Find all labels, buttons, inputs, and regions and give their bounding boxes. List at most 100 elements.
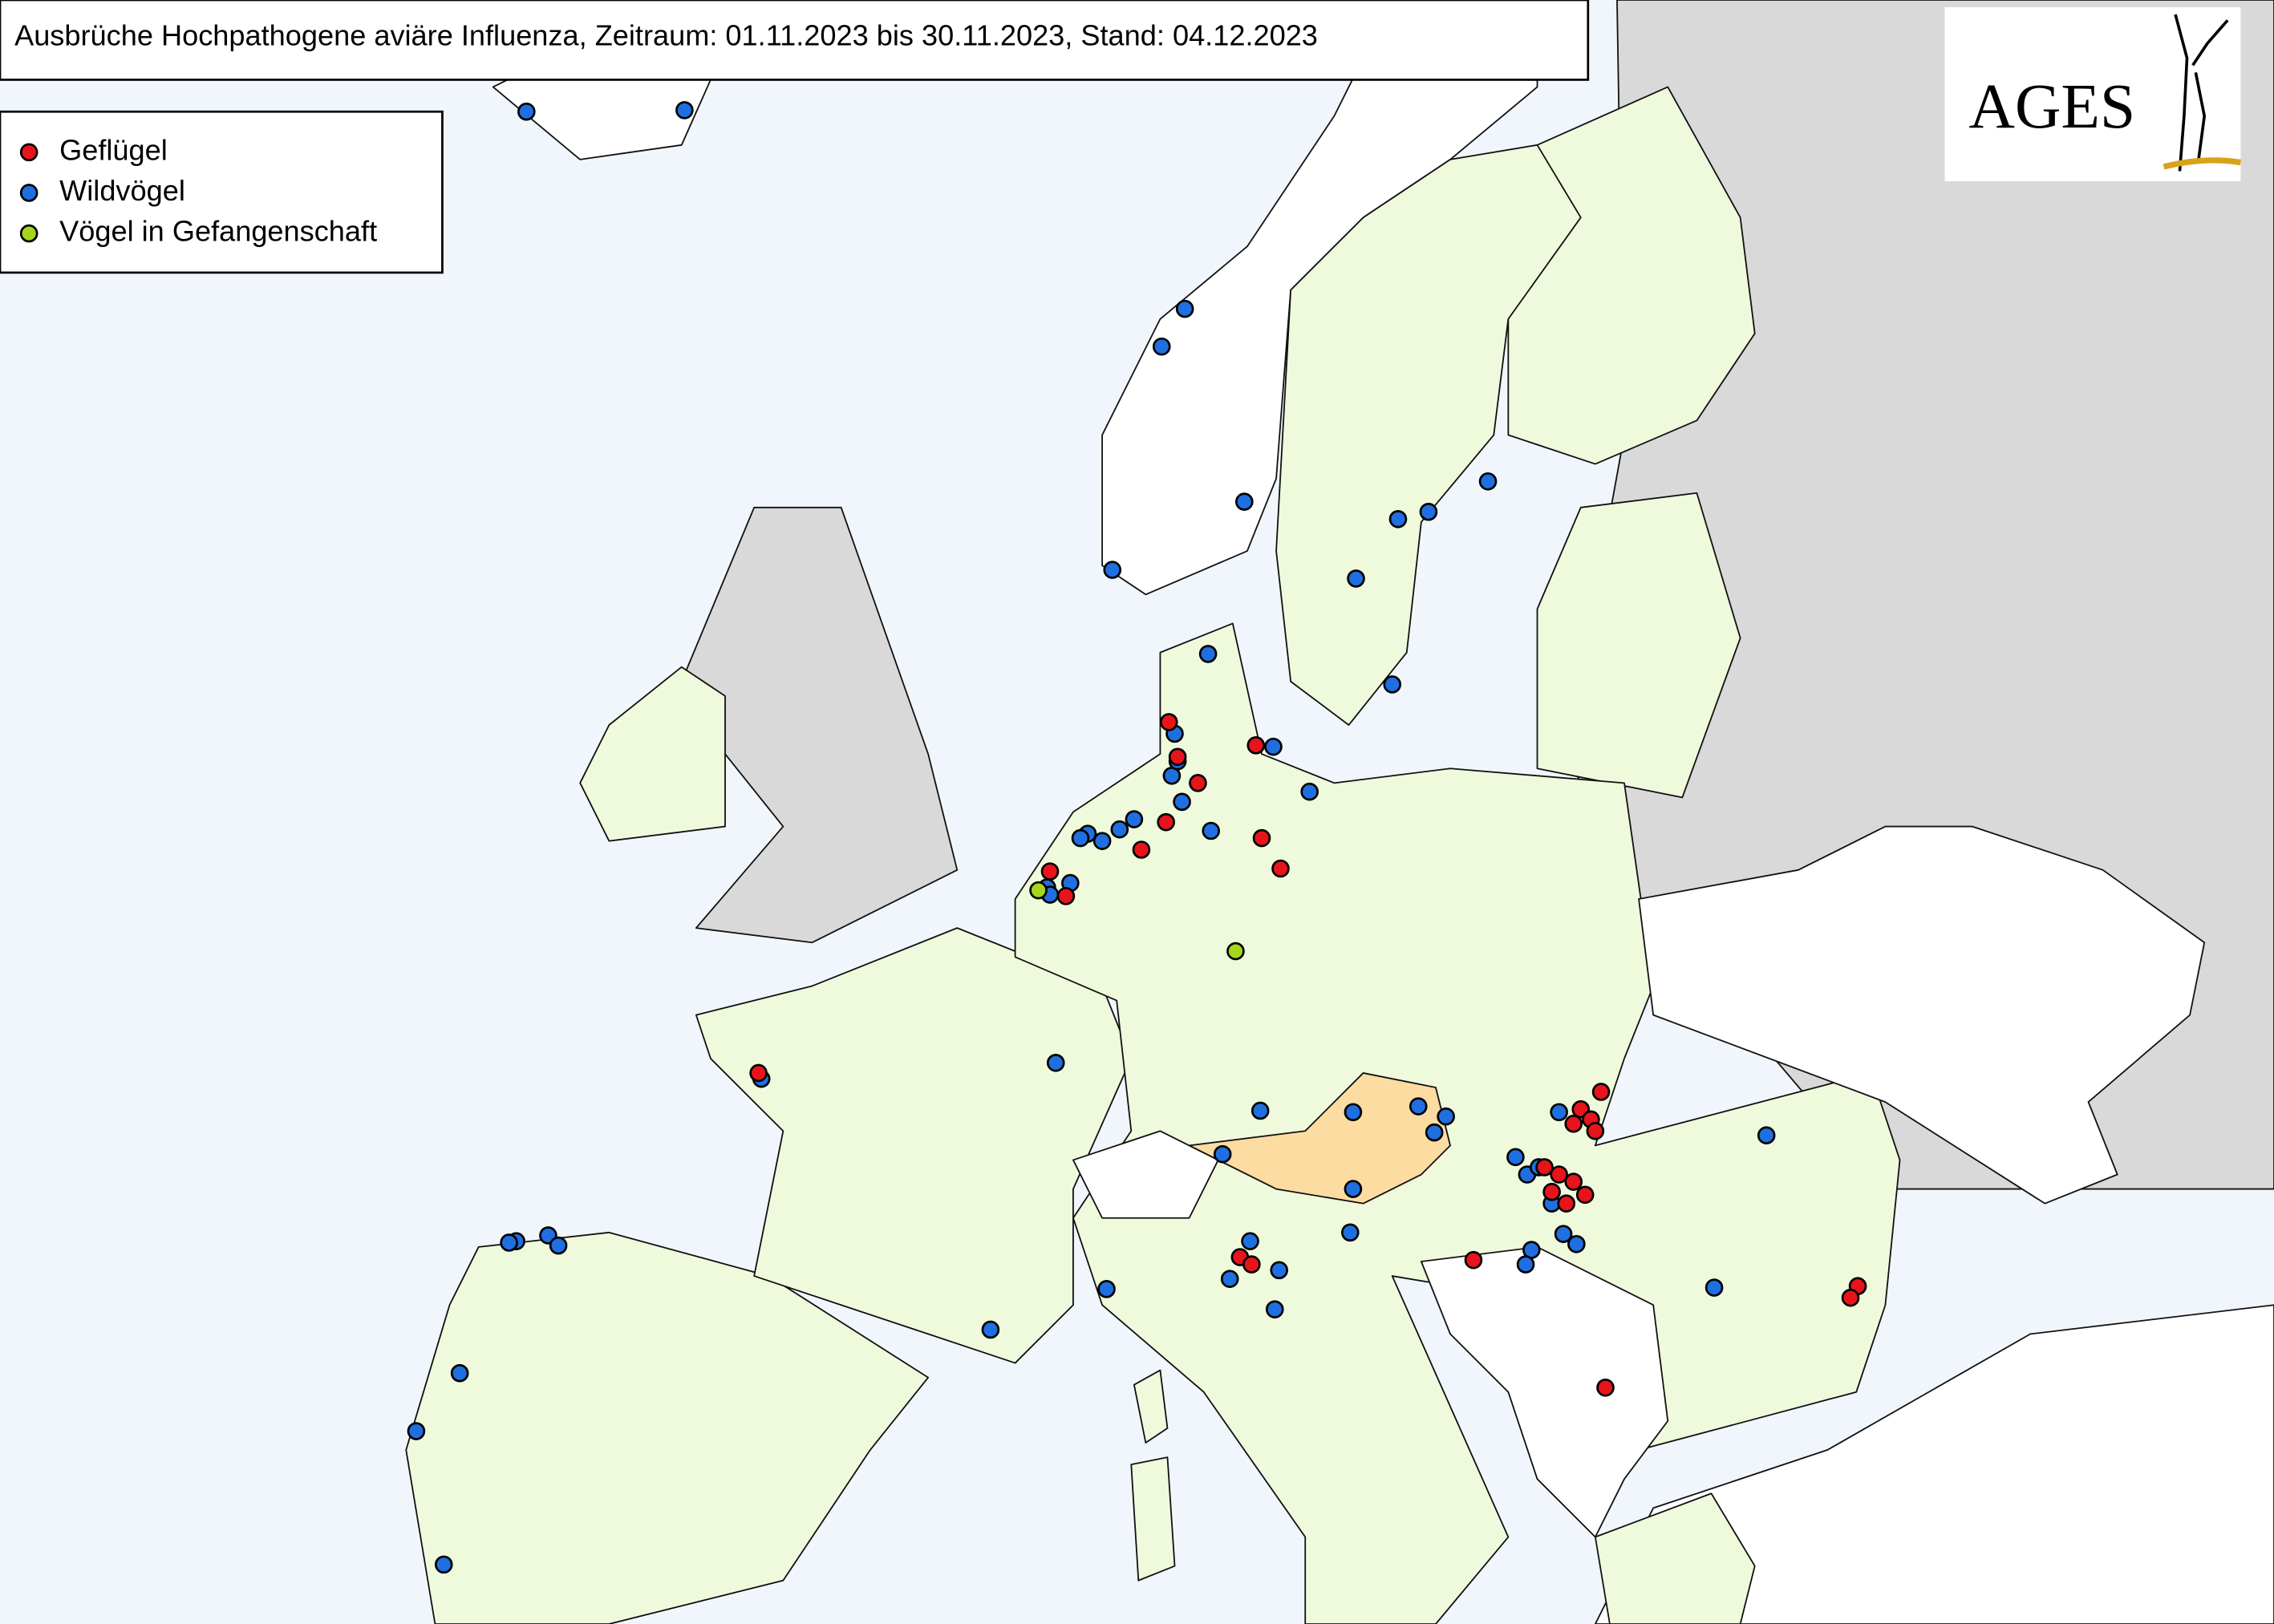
outbreak-marker [1535, 1158, 1554, 1176]
title: Ausbrüche Hochpathogene aviäre Influenza… [14, 19, 1318, 52]
legend-label: Wildvögel [59, 174, 185, 207]
outbreak-marker [1252, 828, 1271, 848]
legend-marker [19, 184, 39, 202]
outbreak-marker [1575, 1185, 1595, 1205]
outbreak-marker [1704, 1278, 1724, 1297]
outbreak-marker [1516, 1255, 1535, 1274]
outbreak-marker [1040, 862, 1060, 881]
outbreak-marker [1340, 1223, 1360, 1242]
outbreak-marker [1425, 1123, 1444, 1142]
outbreak-marker [1157, 812, 1175, 832]
outbreak-marker [1189, 774, 1207, 792]
outbreak-marker [517, 102, 536, 121]
france [695, 927, 1133, 1364]
united-kingdom [680, 506, 959, 944]
outbreak-marker [1542, 1182, 1561, 1201]
outbreak-marker [1159, 713, 1178, 731]
logo-box [1944, 7, 2241, 182]
logo-swoosh [2163, 157, 2241, 170]
outbreak-marker [1344, 1103, 1363, 1122]
outbreak-marker [1202, 821, 1221, 840]
outbreak-marker [1554, 1225, 1573, 1243]
outbreak-marker [1347, 569, 1365, 588]
outbreak-marker [1550, 1103, 1568, 1122]
outbreak-marker [1226, 942, 1245, 961]
outbreak-marker [1437, 1107, 1455, 1126]
outbreak-marker [1175, 299, 1194, 318]
ireland [579, 666, 726, 842]
outbreak-marker [1152, 337, 1171, 356]
norway [1101, 0, 1538, 596]
outbreak-marker [1103, 561, 1122, 579]
outbreak-marker [1029, 881, 1048, 900]
outbreak-marker [1265, 1300, 1284, 1318]
austria [1188, 1072, 1451, 1205]
outbreak-marker [1092, 832, 1112, 850]
baltics [1536, 492, 1741, 799]
iberia [405, 1231, 930, 1624]
outbreak-marker [1550, 1165, 1568, 1184]
outbreak-marker [1464, 1250, 1483, 1270]
outbreak-marker [1596, 1378, 1615, 1397]
outbreak-marker [1841, 1288, 1860, 1307]
outbreak-marker [1213, 1144, 1232, 1164]
logo-figure [2174, 14, 2229, 172]
outbreak-marker [1506, 1148, 1525, 1167]
corsica [1133, 1369, 1169, 1444]
legend-label: Geflügel [59, 133, 168, 166]
outbreak-marker [1056, 887, 1076, 905]
outbreak-marker [549, 1236, 568, 1255]
outbreak-marker [1344, 1180, 1363, 1198]
outbreak-marker [1242, 1255, 1261, 1274]
outbreak-marker [981, 1320, 1000, 1339]
outbreak-marker [1173, 792, 1191, 812]
outbreak-marker [749, 1063, 768, 1083]
ukraine-belarus [1638, 825, 2206, 1205]
outbreak-marker [1409, 1097, 1428, 1116]
outbreak-marker [1132, 840, 1151, 859]
outbreak-marker [1564, 1114, 1583, 1133]
outbreak-marker [1419, 502, 1438, 521]
legend-marker [19, 224, 39, 243]
outbreak-marker [1757, 1126, 1776, 1144]
outbreaks [407, 101, 1867, 1574]
outbreak-marker [1125, 810, 1144, 828]
outbreak-marker [434, 1555, 453, 1574]
outbreak-marker [1271, 859, 1290, 878]
outbreak-marker [1071, 828, 1090, 848]
outbreak-marker [407, 1422, 426, 1440]
outbreak-marker [1557, 1194, 1575, 1213]
outbreak-marker [1246, 736, 1266, 755]
outbreak-marker [1478, 472, 1498, 491]
outbreak-marker [450, 1363, 469, 1383]
sardinia [1130, 1456, 1176, 1581]
outbreak-marker [1300, 782, 1319, 801]
title-box [0, 0, 1590, 81]
outbreak-marker [1168, 747, 1187, 767]
outbreak-marker [1220, 1270, 1239, 1288]
outbreak-marker [1586, 1121, 1605, 1140]
outbreak-marker [675, 101, 694, 119]
legend-marker [19, 143, 39, 162]
greece [1594, 1492, 1756, 1624]
outbreak-marker [1046, 1053, 1065, 1072]
outbreak-marker [1383, 675, 1402, 694]
logo-text: AGES [1969, 71, 2136, 142]
outbreak-marker [1264, 737, 1283, 756]
switzerland [1072, 1130, 1219, 1219]
legend-label: Vögel in Gefangenschaft [59, 215, 377, 248]
balkans [1420, 1246, 1669, 1538]
outbreak-marker [1241, 1232, 1259, 1250]
outbreak-marker [1567, 1234, 1586, 1253]
outbreak-marker [1591, 1083, 1611, 1101]
central-europe [1014, 622, 1901, 1624]
outbreak-marker [1097, 1280, 1116, 1298]
turkey [1594, 1304, 2274, 1624]
outbreak-marker [1234, 492, 1254, 511]
outbreak-marker [1198, 645, 1218, 663]
land [405, 0, 2274, 1624]
outbreak-marker [1250, 1101, 1270, 1120]
